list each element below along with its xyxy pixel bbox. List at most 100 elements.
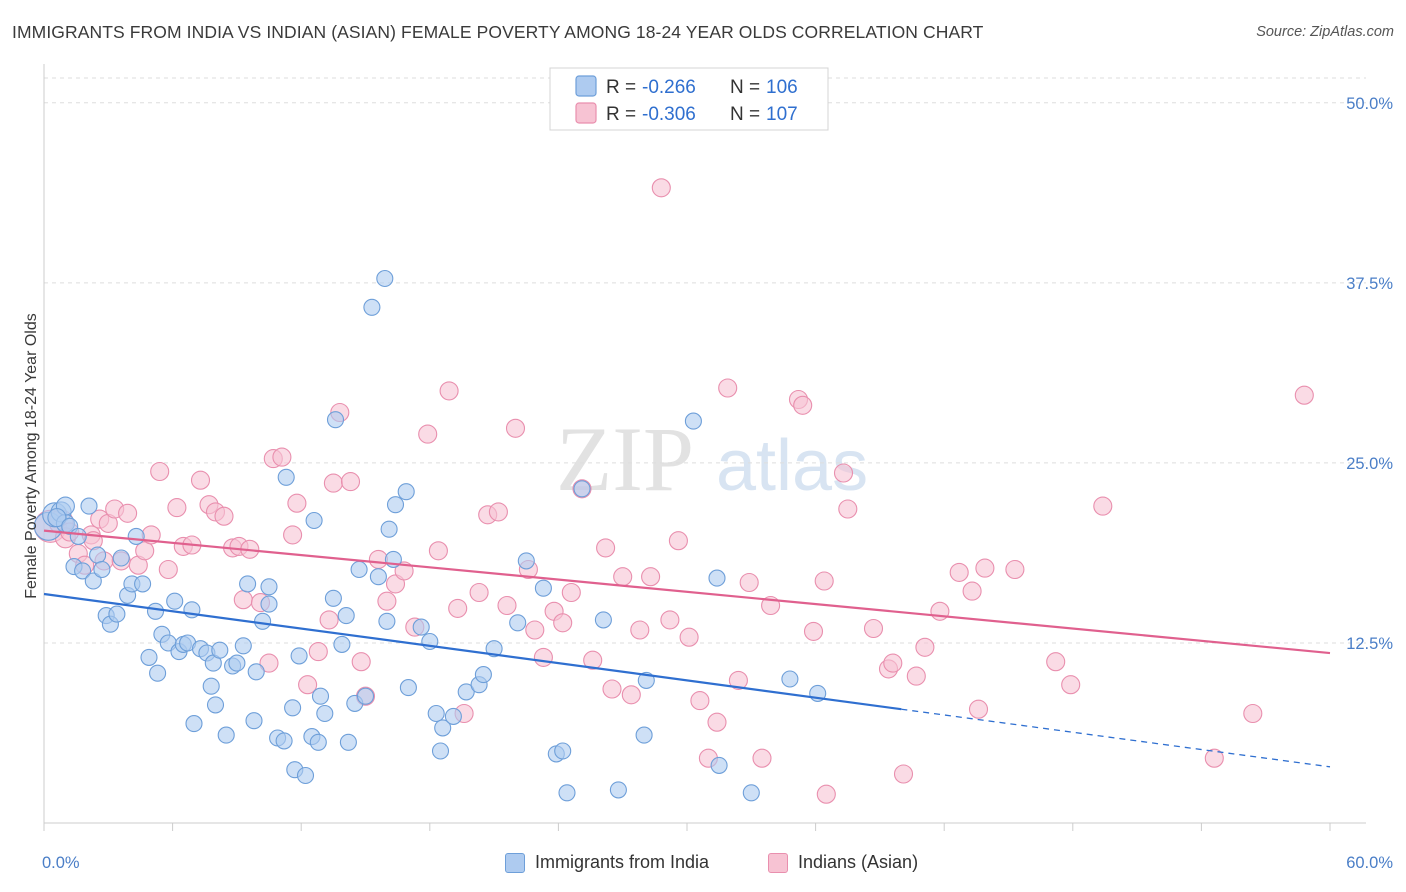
pink-point [561,582,581,603]
blue-point [399,679,417,697]
pink-point [214,506,234,526]
blue-point [339,733,357,751]
blue-point [444,707,462,725]
blue-point [534,579,552,597]
pink-point [707,712,727,732]
chart-title: IMMIGRANTS FROM INDIA VS INDIAN (ASIAN) … [12,22,984,42]
blue-point [594,611,612,629]
legend-r-value-pink: -0.306 [642,104,696,125]
pink-point [596,538,616,558]
pink-point [718,378,738,398]
axes [43,64,1366,831]
pink-point [190,470,211,490]
blue-point [206,696,225,714]
blue-point [108,605,126,623]
x-tick-labels: 0.0% 60.0% [42,854,1393,872]
pink-point [893,764,914,784]
blue-point [369,568,387,586]
y-tick-label-1: 25.0% [1346,455,1393,473]
pink-point [583,650,603,670]
blue-point [185,715,203,733]
pink-point [553,613,573,633]
blue-point [112,549,130,567]
pink-point [814,571,834,591]
pink-point [525,620,545,640]
blue-point [350,560,368,579]
blue-point [710,756,728,774]
pink-point [833,463,854,483]
blue-point [146,602,165,620]
bottom-legend: Immigrants from India Indians (Asian) [0,852,1406,878]
blue-point [275,732,293,750]
blue-point [457,683,475,701]
blue-point [134,575,152,593]
pink-point [319,610,339,630]
legend-n-label-pink: N = [730,104,760,125]
blue-point [202,677,220,695]
blue-point [245,712,263,730]
pink-point [602,679,622,699]
pink-point [283,525,303,545]
pink-point [272,447,292,467]
blue-point [558,784,576,802]
pink-point [660,610,680,630]
legend-n-value-blue: 106 [766,77,798,98]
pink-point [439,381,459,401]
pink-point [323,473,343,493]
y-tick-label-0: 12.5% [1346,635,1393,653]
blue-point [84,572,102,590]
blue-point [74,562,92,580]
blue-point [69,527,87,545]
pink-point [863,618,884,639]
y-tick-labels: 12.5% 25.0% 37.5% 50.0% [1346,95,1393,653]
blue-point [434,719,452,737]
pink-point [752,748,772,768]
blue-point [708,569,726,587]
pink-point [1061,675,1081,695]
legend-n-value-pink: 107 [766,104,798,125]
pink-point [428,541,448,561]
pink-point [1093,496,1113,516]
bottom-legend-item-blue: Immigrants from India [505,852,709,873]
x-tick-label-0: 0.0% [42,854,80,872]
blue-trend-line-extension [901,708,1331,768]
grid-lines [44,77,1366,644]
pink-point [1204,748,1224,768]
blue-point [149,664,167,682]
pink-point [906,666,926,686]
pink-point [668,531,688,551]
blue-point [474,666,492,684]
blue-point [485,640,503,658]
pink-point [641,567,661,587]
legend-n-label-blue: N = [730,77,760,98]
pink-point [793,395,813,415]
blue-point [234,637,252,655]
bottom-legend-label-blue: Immigrants from India [535,852,710,872]
bottom-legend-swatch-blue [505,852,525,873]
bottom-legend-label-pink: Indians (Asian) [798,852,919,872]
blue-point [412,618,430,636]
blue-point [89,546,107,564]
watermark: ZIP atlas [556,408,868,510]
blue-point [333,635,351,653]
blue-point [356,687,375,705]
legend: R = -0.266 N = 106 R = -0.306 N = 107 [549,67,829,131]
source-label: Source: ZipAtlas.com [1256,24,1394,40]
blue-point [509,614,527,632]
blue-point [305,511,323,530]
blue-point [260,595,278,613]
pink-point [533,647,553,667]
pink-point [340,472,361,492]
pink-trend-line [43,529,1331,655]
blue-point [363,298,381,316]
pink-point [915,637,935,657]
pink-point [949,562,969,582]
blue-point [47,508,67,528]
pink-point [488,502,508,522]
pink-point [968,699,989,719]
blue-point [140,648,158,666]
pink-point [469,582,489,603]
pink-point [728,670,748,690]
blue-point [309,733,327,751]
